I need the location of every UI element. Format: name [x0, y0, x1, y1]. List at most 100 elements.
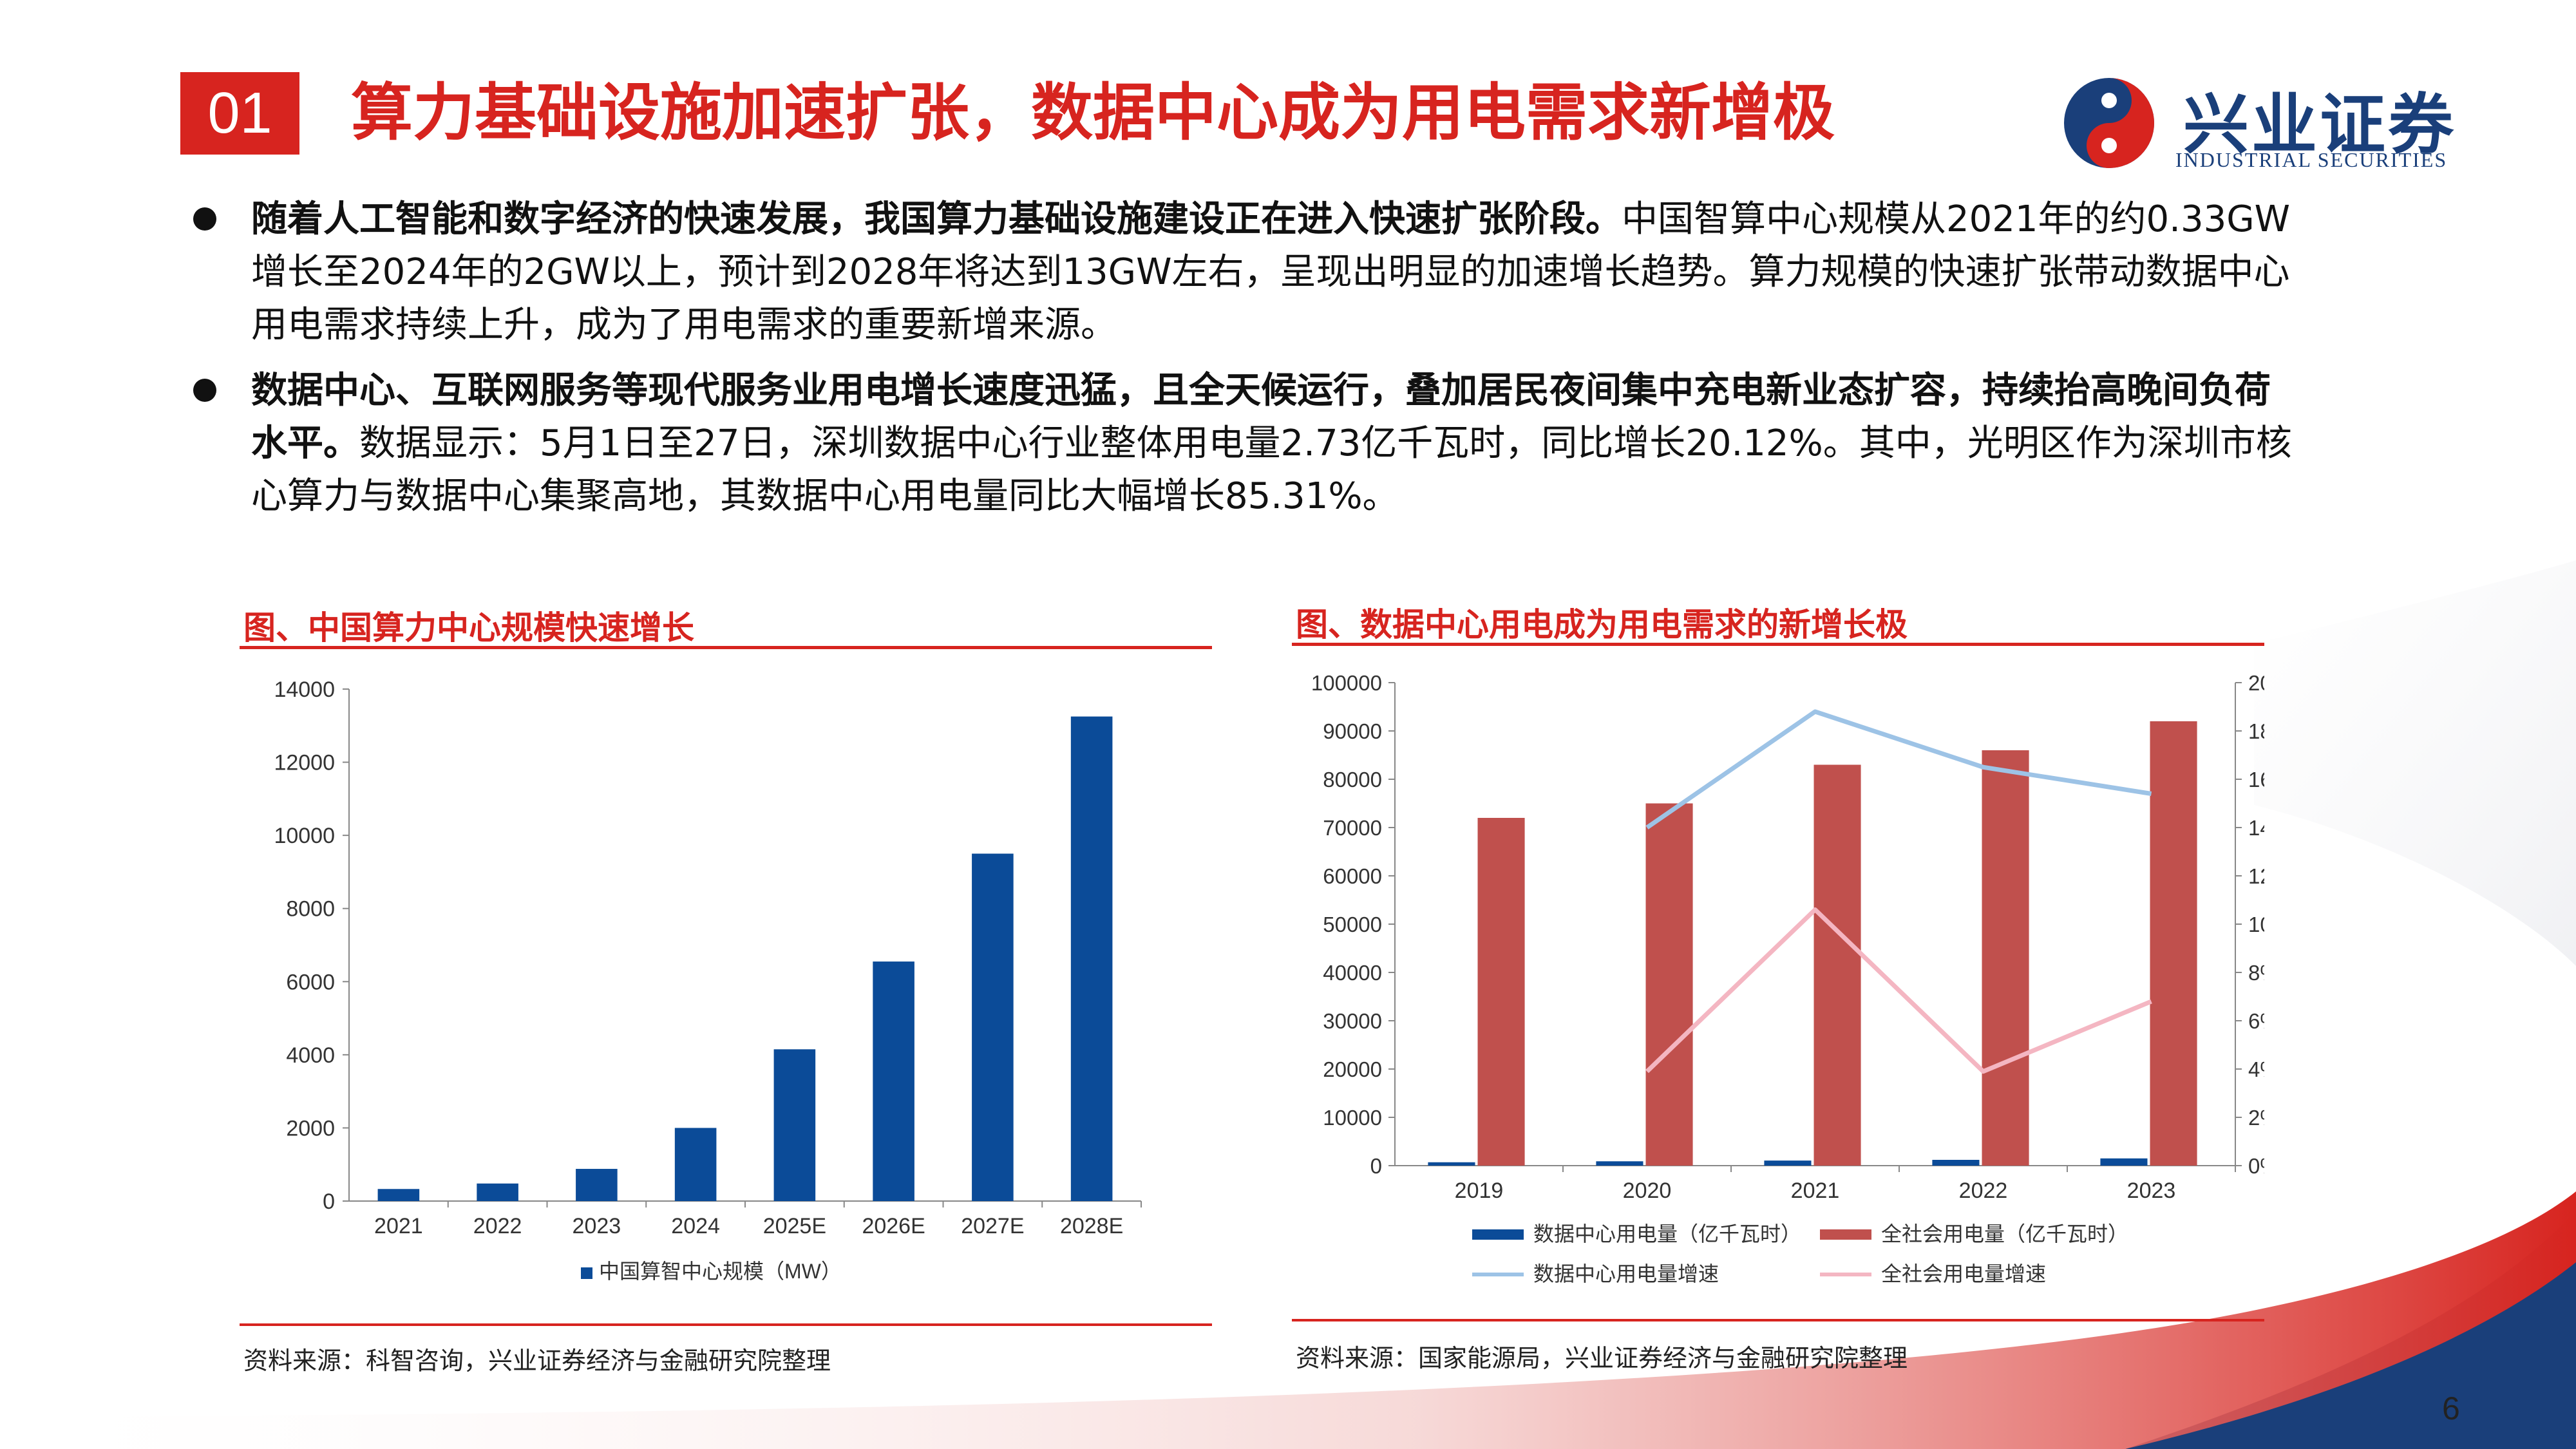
bar: [972, 853, 1014, 1201]
bar: [674, 1128, 717, 1201]
bullet-1-text: 随着人工智能和数字经济的快速发展，我国算力基础设施建设正在进入快速扩张阶段。中国…: [251, 193, 2376, 352]
company-logo: 兴业证券 INDUSTRIAL SECURITIES: [2061, 70, 2499, 173]
line-total-growth: [1645, 907, 2152, 1074]
bar-datacenter: [1596, 1161, 1643, 1166]
bar-total: [1814, 764, 1861, 1166]
y-tick-label: 0: [323, 1189, 335, 1214]
x-tick-label: 2024: [671, 1214, 720, 1238]
left-tick-label: 30000: [1323, 1009, 1382, 1033]
bar-datacenter: [1932, 1160, 1980, 1166]
legend-swatch: [1472, 1229, 1524, 1240]
x-tick-label: 2022: [1959, 1179, 2008, 1203]
x-tick-label: 2027E: [961, 1214, 1024, 1238]
x-tick-label: 2021: [1791, 1179, 1840, 1203]
y-tick-label: 14000: [274, 677, 335, 702]
bar: [1070, 716, 1113, 1201]
bullet-2-line-1: 数据显示：5月1日至27日，深圳数据中心行业整体用电量2.73亿千瓦时，同比增长…: [359, 422, 2292, 464]
bullet-1-bold: 随着人工智能和数字经济的快速发展，我国算力基础设施建设正在进入快速扩张阶段。: [251, 198, 1622, 240]
left-chart-title: 图、中国算力中心规模快速增长: [243, 609, 694, 647]
x-tick-label: 2019: [1455, 1179, 1504, 1203]
bullet-1-line-3: 用电需求持续上升，成为了用电需求的重要新增来源。: [251, 304, 1117, 346]
right-tick-label: 16%: [2248, 768, 2264, 791]
bullet-1-line-1: 中国智算中心规模从2021年的约0.33GW: [1622, 198, 2290, 240]
section-number-badge: 01: [180, 72, 299, 155]
left-tick-label: 40000: [1323, 961, 1382, 985]
legend-label: 数据中心用电量增速: [1533, 1262, 1719, 1285]
x-tick-label: 2023: [2127, 1179, 2176, 1203]
bar: [773, 1049, 816, 1201]
bar-total: [1477, 818, 1525, 1166]
x-tick-label: 2028E: [1060, 1214, 1123, 1238]
bar-datacenter: [2100, 1158, 2148, 1166]
bullet-1-line-2: 增长至2024年的2GW以上，预计到2028年将达到13GW左右，呈现出明显的加…: [251, 251, 2290, 293]
left-chart-source: 资料来源：科智咨询，兴业证券经济与金融研究院整理: [243, 1347, 831, 1375]
right-chart-source: 资料来源：国家能源局，兴业证券经济与金融研究院整理: [1296, 1344, 1908, 1372]
left-tick-label: 70000: [1323, 816, 1382, 840]
right-tick-label: 8%: [2248, 961, 2264, 985]
left-chart-top-rule: [240, 646, 1212, 649]
right-combo-chart: 0 10000 20000 30000 40000 50000 60000 70000 8000…: [1311, 671, 2264, 1285]
bar-datacenter: [1428, 1162, 1475, 1166]
bullet-2-bold-1: 数据中心、互联网服务等现代服务业用电增长速度迅猛，且全天候运行，叠加居民夜间集中…: [251, 370, 2271, 412]
left-tick-label: 60000: [1323, 864, 1382, 888]
y-tick-label: 10000: [274, 824, 335, 848]
legend-swatch: [1820, 1229, 1871, 1240]
bullet-2-text: 数据中心、互联网服务等现代服务业用电增长速度迅猛，且全天候运行，叠加居民夜间集中…: [251, 365, 2376, 523]
slide-title: 算力基础设施加速扩张，数据中心成为用电需求新增极: [351, 77, 1835, 149]
right-tick-label: 12%: [2248, 864, 2264, 888]
bullet-2-bold-2: 水平。: [251, 422, 359, 464]
x-tick-label: 2022: [473, 1214, 522, 1238]
y-tick-label: 8000: [286, 897, 335, 922]
right-tick-label: 0%: [2248, 1154, 2264, 1178]
left-tick-label: 10000: [1323, 1106, 1382, 1130]
left-tick-label: 80000: [1323, 768, 1382, 791]
x-tick-label: 2020: [1623, 1179, 1672, 1203]
y-tick-label: 12000: [274, 751, 335, 775]
x-tick-label: 2021: [374, 1214, 423, 1238]
right-tick-label: 4%: [2248, 1057, 2264, 1081]
legend-label: 中国算智中心规模（MW）: [599, 1260, 842, 1283]
bar: [477, 1183, 518, 1201]
logo-name-en: INDUSTRIAL SECURITIES: [2175, 148, 2448, 171]
bullet-dot-icon: [193, 379, 216, 402]
right-tick-label: 20%: [2248, 671, 2264, 695]
bullet-2-line-2: 心算力与数据中心集聚高地，其数据中心用电量同比大幅增长85.31%。: [251, 475, 1399, 517]
legend-label: 全社会用电量（亿千瓦时）: [1881, 1222, 2128, 1245]
right-chart-bottom-rule: [1292, 1319, 2264, 1321]
bar: [377, 1189, 420, 1201]
right-tick-label: 2%: [2248, 1106, 2264, 1130]
logo-mark-icon: [2064, 78, 2154, 168]
bar: [576, 1169, 618, 1201]
bullet-1: 随着人工智能和数字经济的快速发展，我国算力基础设施建设正在进入快速扩张阶段。中国…: [193, 193, 2396, 361]
y-tick-label: 4000: [286, 1043, 335, 1068]
bullet-dot-icon: [193, 207, 216, 231]
legend-swatch: [581, 1267, 592, 1279]
right-tick-label: 14%: [2248, 816, 2264, 840]
page-number: 6: [2442, 1390, 2460, 1426]
bar-total: [2150, 721, 2197, 1166]
right-tick-label: 18%: [2248, 719, 2264, 743]
bar-total: [1645, 803, 1693, 1166]
x-tick-label: 2023: [573, 1214, 621, 1238]
bar-total: [1982, 750, 2029, 1166]
bullet-2: 数据中心、互联网服务等现代服务业用电增长速度迅猛，且全天候运行，叠加居民夜间集中…: [193, 365, 2396, 532]
y-tick-label: 2000: [286, 1116, 335, 1141]
line-datacenter-growth: [1645, 709, 2152, 829]
left-tick-label: 90000: [1323, 719, 1382, 743]
right-chart-top-rule: [1292, 643, 2264, 646]
left-tick-label: 0: [1370, 1154, 1382, 1178]
left-tick-label: 50000: [1323, 913, 1382, 936]
legend-label: 数据中心用电量（亿千瓦时）: [1533, 1222, 1801, 1245]
right-tick-label: 6%: [2248, 1009, 2264, 1033]
logo-name-cn: 兴业证券: [2183, 86, 2456, 164]
x-tick-label: 2025E: [763, 1214, 826, 1238]
bar-datacenter: [1764, 1160, 1812, 1166]
left-bar-chart: 0 2000 4000 6000 8000 10000 12000 14000 2021 2022…: [274, 677, 1142, 1283]
right-chart-title: 图、数据中心用电成为用电需求的新增长极: [1296, 606, 1908, 643]
left-chart-bottom-rule: [240, 1323, 1212, 1326]
y-tick-label: 6000: [286, 970, 335, 994]
bar: [873, 961, 914, 1201]
left-tick-label: 100000: [1311, 671, 1382, 695]
legend-label: 全社会用电量增速: [1881, 1262, 2046, 1285]
